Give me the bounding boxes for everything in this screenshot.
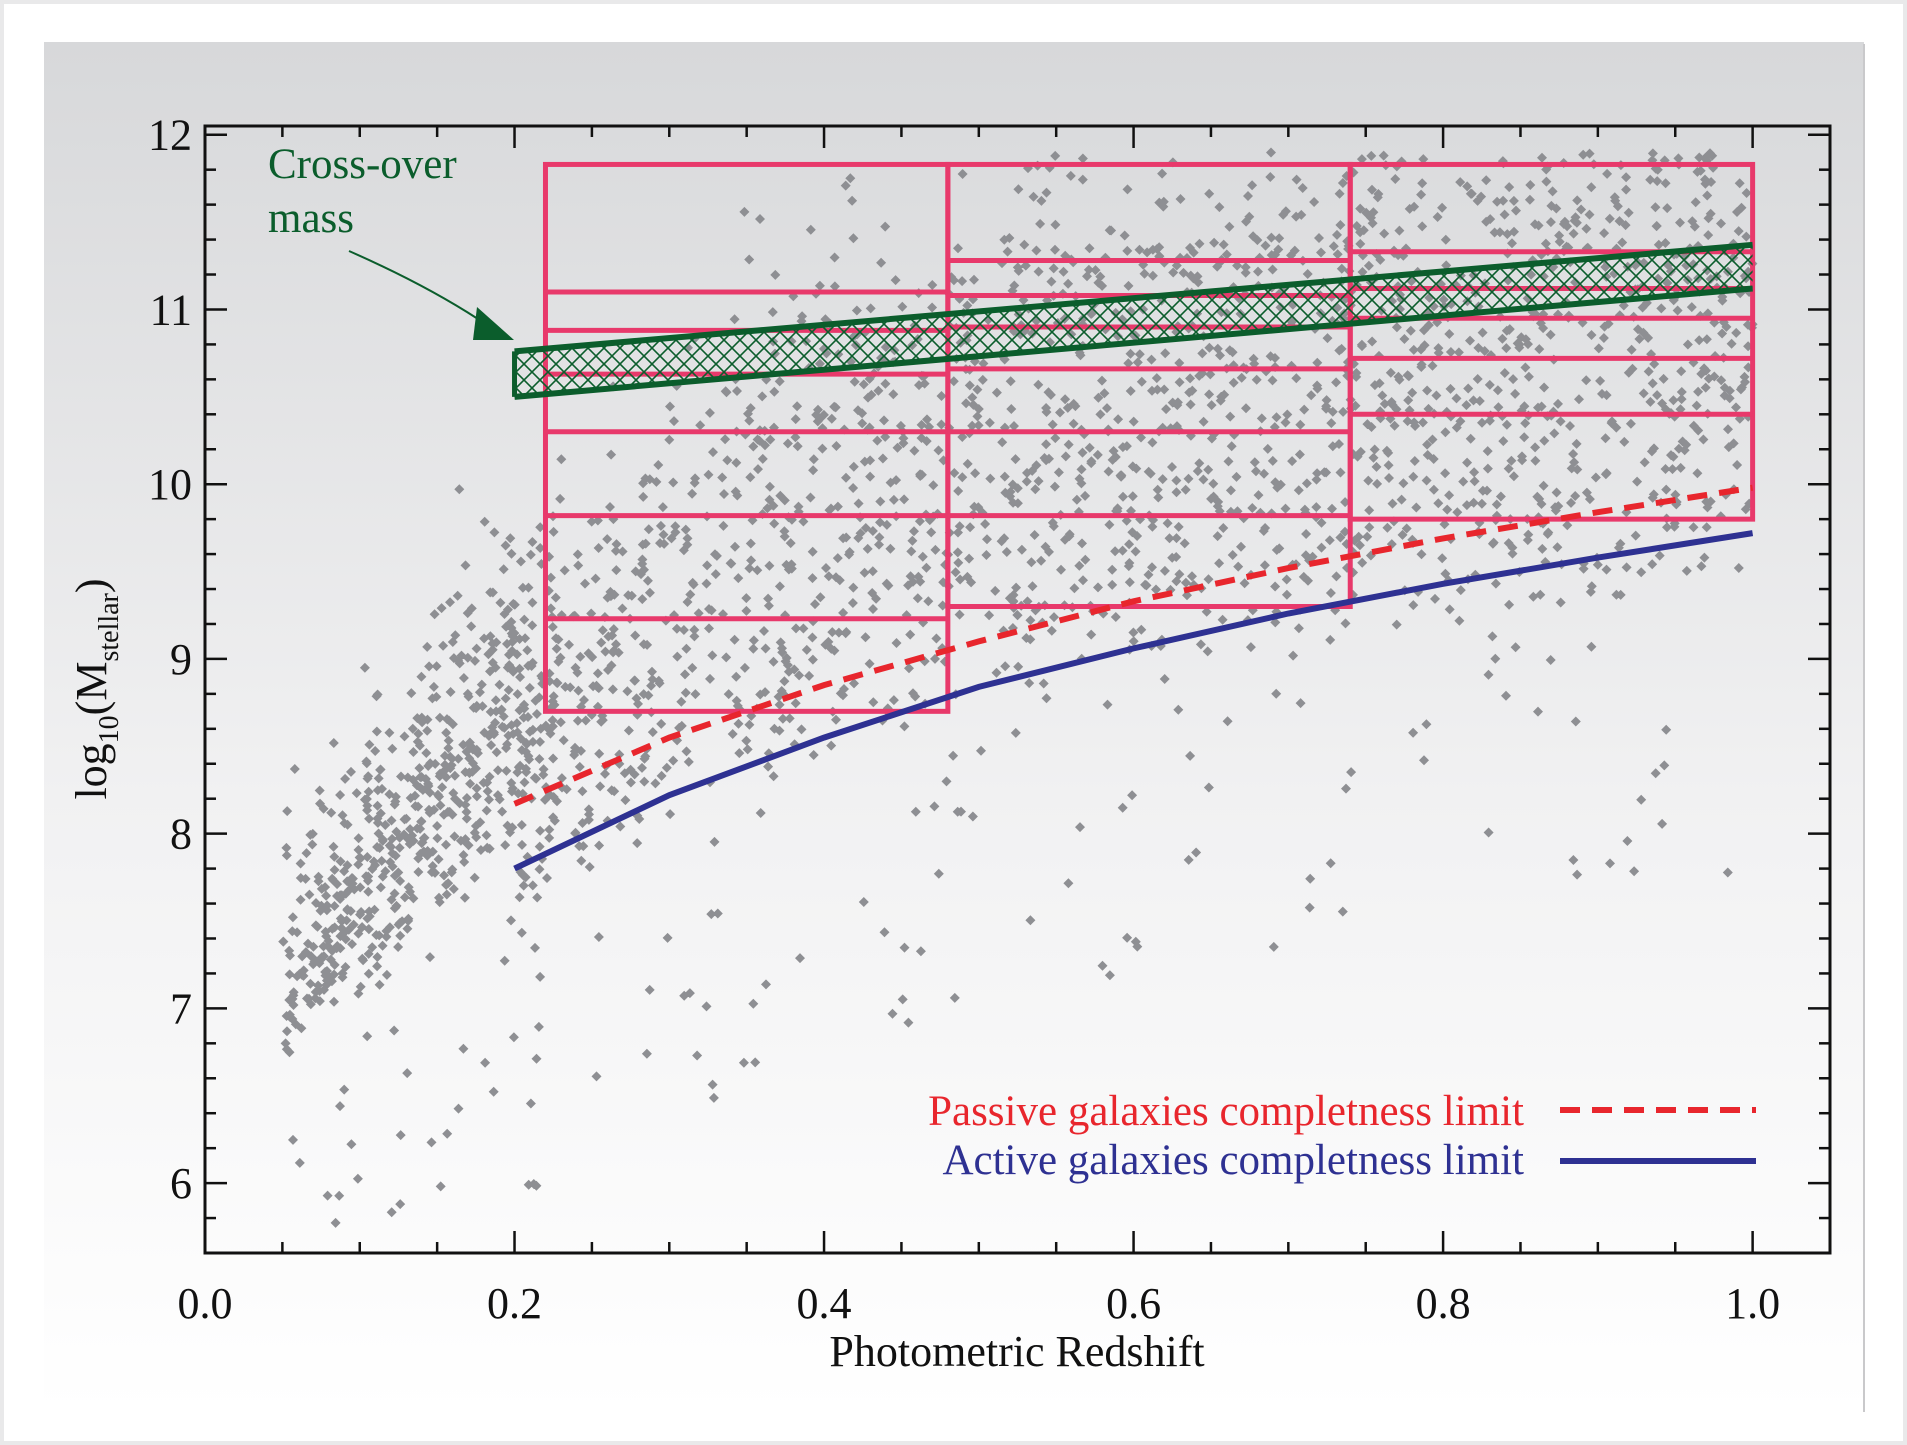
y-axis-label: log10(Mstellar) <box>67 578 125 799</box>
y-axis-label-sub2: stellar <box>94 592 125 661</box>
crossover-arrow-line <box>348 250 479 320</box>
y-tick-label: 9 <box>170 635 192 684</box>
active-completeness-line <box>513 530 1754 872</box>
crossover-band-fill <box>514 244 1753 397</box>
passive-completeness-line <box>513 484 1754 807</box>
y-axis-label-base: log <box>67 743 116 799</box>
crossover-label-line2: mass <box>268 195 354 242</box>
x-axis-label: Photometric Redshift <box>829 1327 1204 1376</box>
scatter-chart: 0.0 0.2 0.4 0.6 0.8 1.0 6 7 8 9 10 11 12 Photometri… <box>44 42 1865 1412</box>
scatter-points <box>278 147 1758 1228</box>
crossover-annotation: Cross-over mass <box>268 141 514 340</box>
legend-passive-label: Passive galaxies completness limit <box>928 1088 1524 1135</box>
y-axis-label-open: (M <box>67 662 116 716</box>
figure-frame: 0.0 0.2 0.4 0.6 0.8 1.0 6 7 8 9 10 11 12 Photometri… <box>4 4 1903 1441</box>
y-axis-label-close: ) <box>67 578 116 593</box>
y-tick-label: 10 <box>148 460 192 509</box>
y-tick-label: 8 <box>170 810 192 859</box>
plot-area-border <box>203 124 1832 1255</box>
y-axis-label-sub: 10 <box>94 715 125 743</box>
scatter-diamonds <box>278 147 1758 1228</box>
y-tick-label: 12 <box>148 111 192 160</box>
x-tick-labels: 0.0 0.2 0.4 0.6 0.8 1.0 <box>178 1279 1781 1328</box>
y-tick-label: 11 <box>150 285 192 334</box>
axis-ticks <box>203 126 1832 1255</box>
crossover-label-line1: Cross-over <box>268 141 457 188</box>
y-tick-labels: 6 7 8 9 10 11 12 <box>148 111 192 1208</box>
y-tick-label: 7 <box>170 984 192 1033</box>
x-tick-label: 0.2 <box>487 1279 542 1328</box>
crossover-band <box>512 241 1753 400</box>
x-tick-label: 0.4 <box>797 1279 852 1328</box>
x-tick-label: 0.8 <box>1416 1279 1471 1328</box>
x-tick-label: 0.0 <box>178 1279 233 1328</box>
crossover-band-lower <box>514 285 1753 400</box>
crossover-band-upper <box>514 241 1753 355</box>
crossover-arrow-head <box>473 307 514 340</box>
x-tick-label: 1.0 <box>1725 1279 1780 1328</box>
x-tick-label: 0.6 <box>1106 1279 1161 1328</box>
y-tick-label: 6 <box>170 1159 192 1208</box>
completeness-lines <box>513 484 1754 872</box>
mass-bin-outline <box>1347 161 1756 522</box>
legend: Passive galaxies completness limit Activ… <box>928 1088 1756 1184</box>
legend-active-label: Active galaxies completness limit <box>942 1137 1524 1184</box>
